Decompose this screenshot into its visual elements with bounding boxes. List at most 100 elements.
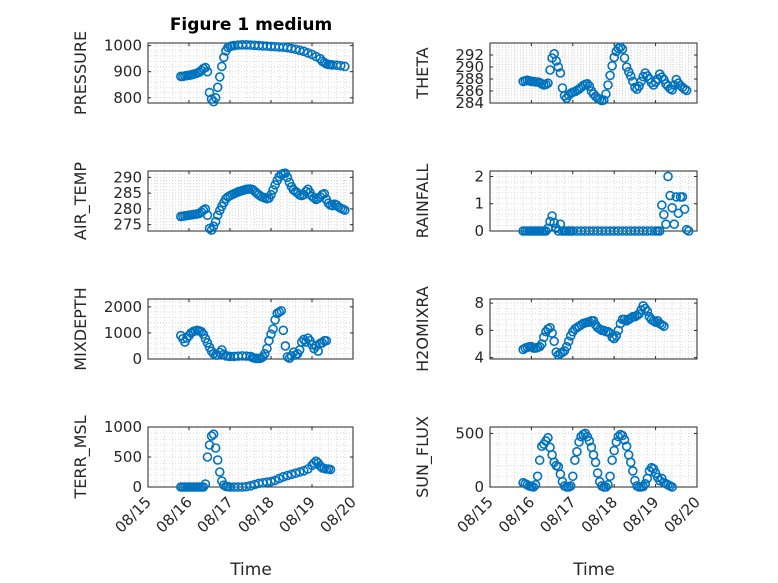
chart-air-temp-y-tick-label: 275 bbox=[113, 216, 142, 234]
chart-mixdepth-y-tick-label: 1000 bbox=[104, 324, 142, 342]
chart-sun-flux-point bbox=[667, 482, 677, 492]
chart-h2omixra-frame bbox=[489, 298, 698, 360]
chart-rainfall-point bbox=[683, 226, 694, 236]
chart-sun-flux-point bbox=[603, 480, 613, 490]
chart-pressure-y-label: PRESSURE bbox=[71, 31, 90, 115]
chart-h2omixra: 4 6 8 H2OMIXRA bbox=[413, 286, 698, 372]
chart-terr-msl-x-tick-label: 08/16 bbox=[153, 493, 196, 536]
chart-air-temp-point bbox=[208, 221, 219, 232]
chart-air-temp-point bbox=[282, 172, 293, 183]
chart-theta-point bbox=[584, 81, 595, 91]
chart-air-temp-y-label: AIR_TEMP bbox=[71, 162, 91, 240]
chart-rainfall-point bbox=[657, 200, 667, 210]
chart-air-temp-y-tick-label: 280 bbox=[113, 200, 142, 218]
chart-sun-flux-point bbox=[574, 437, 584, 447]
chart-rainfall-y-label: RAINFALL bbox=[413, 164, 432, 239]
chart-sun-flux-point bbox=[628, 466, 638, 476]
chart-terr-msl-x-tick-label: 08/20 bbox=[317, 493, 360, 536]
chart-rainfall-point bbox=[663, 171, 673, 182]
chart-pressure-point bbox=[339, 61, 350, 72]
chart-sun-flux-point bbox=[530, 480, 541, 490]
chart-h2omixra-point bbox=[642, 306, 653, 317]
chart-terr-msl-point bbox=[290, 468, 301, 479]
chart-pressure-point bbox=[202, 66, 213, 77]
chart-mixdepth-point bbox=[202, 338, 213, 348]
chart-h2omixra-point bbox=[659, 321, 669, 332]
chart-sun-flux-frame bbox=[489, 426, 698, 488]
chart-mixdepth-point bbox=[266, 329, 276, 340]
chart-air-temp-frame bbox=[147, 170, 354, 232]
chart-pressure-y-tick-label: 900 bbox=[113, 63, 142, 81]
chart-pressure-point bbox=[335, 60, 346, 71]
chart-h2omixra-point bbox=[611, 331, 622, 341]
chart-terr-msl-x-tick-label: 08/17 bbox=[194, 493, 237, 536]
chart-terr-msl-point bbox=[202, 452, 213, 462]
chart-mixdepth-point bbox=[276, 305, 287, 316]
chart-sun-flux-point bbox=[565, 481, 576, 491]
chart-sun-flux-point bbox=[607, 455, 617, 466]
chart-terr-msl-point bbox=[325, 464, 336, 475]
chart-rainfall-point bbox=[665, 190, 675, 201]
chart-sun-flux-x-tick-label: 08/15 bbox=[454, 493, 497, 536]
chart-rainfall-point bbox=[545, 216, 555, 227]
chart-h2omixra-point bbox=[539, 332, 549, 342]
chart-theta-point bbox=[657, 72, 667, 82]
chart-terr-msl-point bbox=[208, 429, 219, 440]
chart-pressure-y-tick-label: 1000 bbox=[104, 37, 142, 55]
chart-pressure: 800 900 1000 PRESSURE bbox=[71, 31, 354, 115]
chart-terr-msl-x-tick-label: 08/15 bbox=[112, 493, 155, 536]
chart-h2omixra-point bbox=[563, 336, 574, 347]
chart-pressure-point bbox=[204, 87, 215, 98]
chart-terr-msl-y-label: TERR_MSL bbox=[71, 415, 91, 499]
chart-h2omixra-point bbox=[545, 322, 555, 333]
chart-theta-point bbox=[555, 68, 566, 78]
chart-h2omixra-point bbox=[534, 341, 545, 352]
chart-pressure-point bbox=[206, 94, 217, 104]
chart-h2omixra-y-label: H2OMIXRA bbox=[413, 286, 432, 372]
chart-sun-flux-point bbox=[590, 457, 601, 468]
x-axis-label-right: Time bbox=[572, 560, 615, 580]
chart-terr-msl-point bbox=[278, 471, 289, 482]
chart-air-temp-point bbox=[301, 186, 311, 197]
chart-theta-point bbox=[553, 62, 564, 72]
chart-air-temp-point bbox=[319, 188, 330, 199]
chart-sun-flux-x-tick-label: 08/20 bbox=[661, 493, 704, 536]
chart-mixdepth-point bbox=[298, 334, 309, 345]
chart-sun-flux-x-tick-label: 08/16 bbox=[495, 493, 538, 536]
chart-h2omixra-point bbox=[607, 332, 617, 342]
chart-air-temp-point bbox=[212, 210, 223, 221]
chart-theta-y-tick-label: 288 bbox=[455, 70, 484, 88]
chart-theta-point bbox=[634, 81, 644, 91]
chart-air-temp-point bbox=[309, 193, 319, 203]
chart-theta-point bbox=[551, 56, 562, 66]
chart-sun-flux-point bbox=[619, 435, 630, 445]
chart-terr-msl-point bbox=[282, 470, 293, 481]
chart-theta-point bbox=[621, 62, 632, 72]
chart-mixdepth-point bbox=[321, 335, 332, 346]
chart-mixdepth-point bbox=[264, 335, 274, 346]
chart-pressure-y-tick-label: 800 bbox=[113, 89, 142, 107]
chart-sun-flux: 0 500 SUN_FLUX 08/1508/1608/1708/1808/1908/… bbox=[413, 416, 704, 536]
chart-pressure-point bbox=[217, 61, 227, 72]
chart-sun-flux-point bbox=[572, 446, 582, 457]
chart-terr-msl-y-tick-label: 500 bbox=[113, 448, 142, 466]
figure-title: Figure 1 medium bbox=[170, 15, 332, 35]
chart-sun-flux-y-label: SUN_FLUX bbox=[413, 416, 433, 498]
chart-terr-msl-point bbox=[200, 479, 211, 489]
chart-terr-msl-x-tick-label: 08/18 bbox=[235, 493, 278, 536]
chart-mixdepth-y-tick-label: 2000 bbox=[104, 298, 142, 316]
chart-sun-flux-point bbox=[584, 436, 595, 446]
chart-terr-msl-y-tick-label: 0 bbox=[132, 478, 142, 496]
chart-theta-point bbox=[630, 82, 640, 93]
chart-sun-flux-x-tick-label: 08/17 bbox=[536, 493, 579, 536]
chart-terr-msl-point bbox=[294, 467, 305, 477]
chart-mixdepth-point bbox=[270, 315, 280, 325]
chart-h2omixra-y-tick-label: 8 bbox=[474, 294, 484, 312]
chart-rainfall-point bbox=[654, 226, 665, 236]
chart-air-temp-point bbox=[200, 204, 211, 214]
chart-sun-flux-point bbox=[638, 481, 648, 492]
chart-h2omixra-y-tick-label: 4 bbox=[474, 349, 484, 367]
